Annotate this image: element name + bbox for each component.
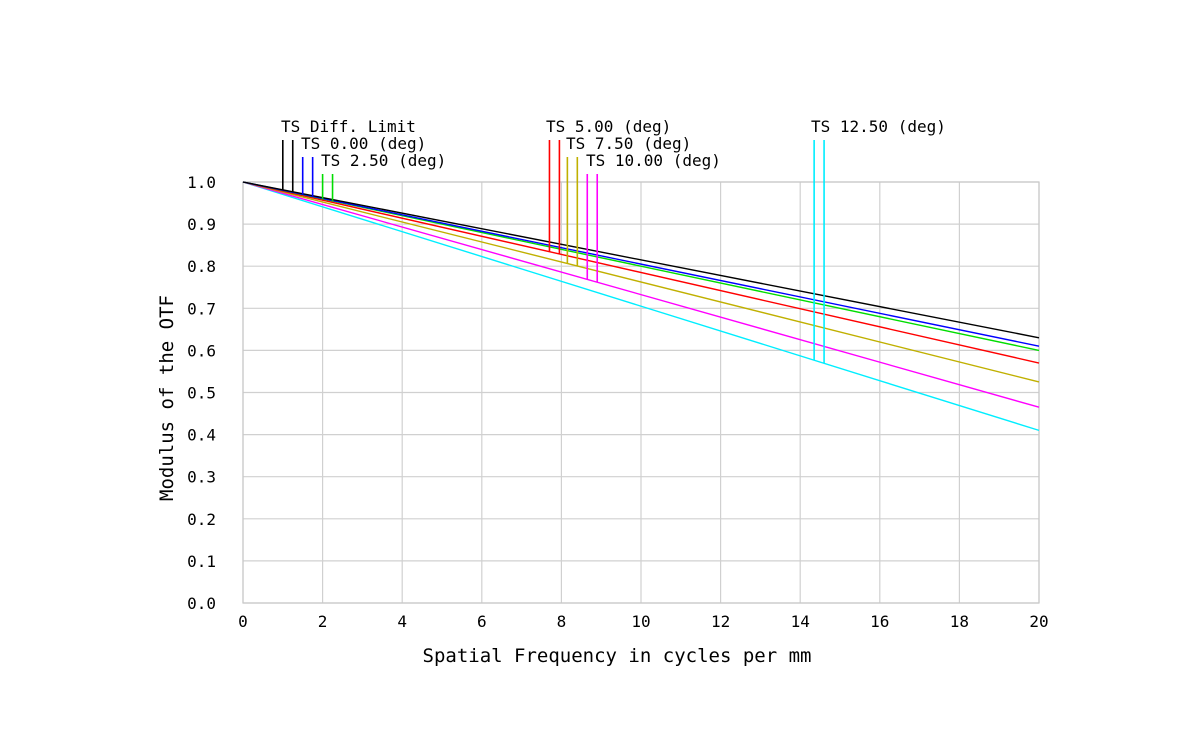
legend-label-ts-diff-limit: TS Diff. Limit xyxy=(281,117,416,136)
x-tick-label: 6 xyxy=(477,612,487,631)
x-tick-label: 14 xyxy=(791,612,810,631)
legend-label-ts-5-00-deg: TS 5.00 (deg) xyxy=(546,117,671,136)
x-tick-labels: 0 2 4 6 8 10 12 14 16 18 20 xyxy=(238,612,1048,631)
legend-label-ts-12-50-deg: TS 12.50 (deg) xyxy=(811,117,946,136)
series-line-ts-12-50-deg xyxy=(242,181,1040,432)
y-tick-label: 0.7 xyxy=(187,299,216,318)
series-line-ts-diff-limit xyxy=(242,181,1040,339)
x-tick-label: 4 xyxy=(397,612,407,631)
y-axis-title: Modulus of the OTF xyxy=(156,295,178,501)
x-tick-label: 0 xyxy=(238,612,248,631)
y-tick-label: 0.0 xyxy=(187,594,216,613)
legend-labels: TS 12.50 (deg) TS 10.00 (deg)TS 7.50 (deg… xyxy=(281,117,946,170)
legend-label-ts-0-00-deg: TS 0.00 (deg) xyxy=(301,134,426,153)
y-tick-label: 0.5 xyxy=(187,384,216,403)
x-tick-label: 18 xyxy=(950,612,969,631)
series-line-ts-0-00-deg xyxy=(242,181,1040,347)
series-line-ts-7-50-deg xyxy=(242,181,1040,383)
plot-frame xyxy=(242,181,1040,604)
series-lines xyxy=(242,181,1040,432)
plot-border xyxy=(242,181,1040,604)
series-line-ts-5-00-deg xyxy=(242,181,1040,364)
x-tick-label: 20 xyxy=(1029,612,1048,631)
x-tick-label: 10 xyxy=(631,612,650,631)
y-tick-label: 1.0 xyxy=(187,173,216,192)
x-tick-label: 8 xyxy=(557,612,567,631)
legend-label-ts-10-00-deg: TS 10.00 (deg) xyxy=(586,151,721,170)
series-line-ts-10-00-deg xyxy=(242,181,1040,408)
x-axis-title: Spatial Frequency in cycles per mm xyxy=(423,645,812,667)
legend-markers xyxy=(281,140,825,364)
x-tick-label: 16 xyxy=(870,612,889,631)
y-tick-label: 0.1 xyxy=(187,552,216,571)
y-tick-label: 0.8 xyxy=(187,257,216,276)
x-tick-label: 12 xyxy=(711,612,730,631)
y-tick-label: 0.6 xyxy=(187,341,216,360)
y-tick-label: 0.4 xyxy=(187,426,216,445)
legend-label-ts-7-50-deg: TS 7.50 (deg) xyxy=(566,134,691,153)
legend-label-ts-2-50-deg: TS 2.50 (deg) xyxy=(321,151,446,170)
y-tick-label: 0.3 xyxy=(187,468,216,487)
y-tick-label: 0.2 xyxy=(187,510,216,529)
x-tick-label: 2 xyxy=(318,612,328,631)
y-tick-labels: 0.0 0.1 0.2 0.3 0.4 0.5 0.6 0.7 0.8 0.9 1.0 xyxy=(187,173,216,613)
y-tick-label: 0.9 xyxy=(187,215,216,234)
